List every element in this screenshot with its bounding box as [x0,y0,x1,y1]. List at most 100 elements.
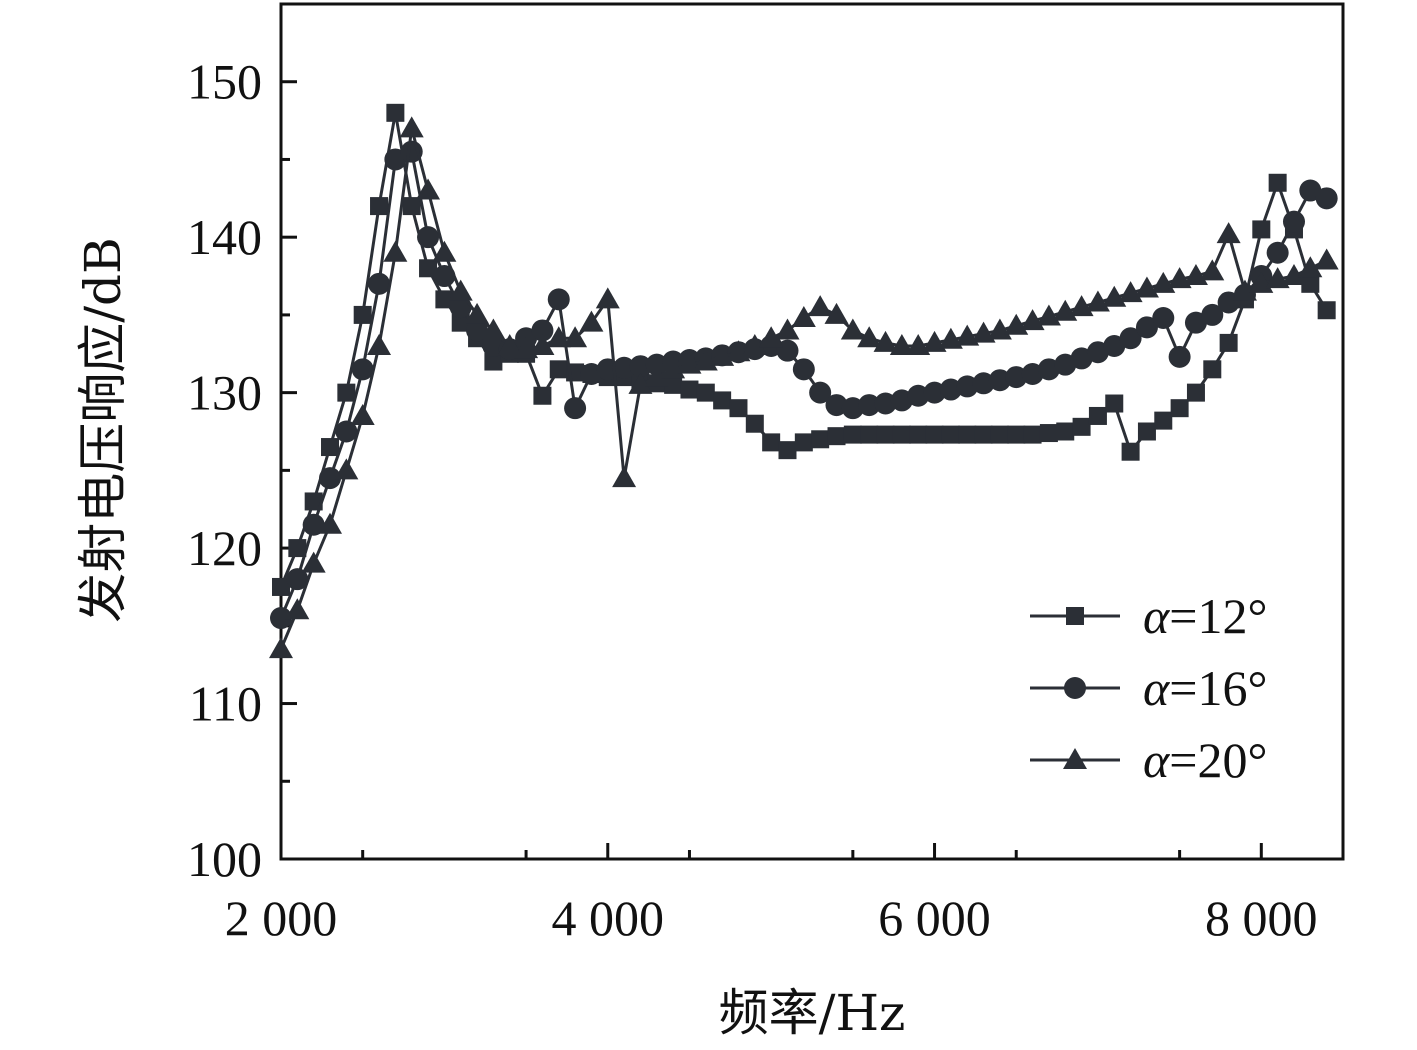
legend-label: α=20° [1143,732,1267,788]
data-point [1135,316,1158,339]
data-point [402,197,421,216]
series-line [279,112,1328,588]
data-point [270,607,292,630]
data-point [351,358,374,381]
data-point [1023,425,1042,444]
data-point [923,381,946,404]
legend-item: α=12° [1030,588,1267,644]
data-point [269,637,293,659]
data-point [988,369,1011,392]
data-point [384,148,407,171]
data-point [386,103,405,122]
data-point [399,116,424,138]
data-point [811,430,830,449]
data-point [1203,360,1222,379]
data-point [909,425,928,444]
data-point [1154,411,1173,430]
data-point [288,539,307,558]
series-line [279,149,1328,619]
legend-item: α=20° [1030,732,1267,788]
data-point [549,360,568,379]
data-point [889,334,914,355]
data-point [745,414,764,433]
data-point [1317,301,1336,320]
data-point [416,178,441,200]
series-circle [270,140,1338,630]
x-tick-label: 4 000 [552,890,665,946]
data-point [696,383,715,402]
data-point [776,339,799,362]
data-point [1216,222,1241,244]
legend-label-value: =16° [1169,660,1267,716]
data-point [1056,422,1075,441]
data-point [874,392,897,415]
legend-label: α=12° [1143,588,1267,644]
legend-marker [1063,748,1087,769]
data-point [319,467,342,490]
data-point [827,427,846,446]
data-point [286,568,309,591]
data-point [1201,303,1224,326]
data-point [990,425,1009,444]
data-point [843,425,862,444]
data-point [628,372,653,394]
data-point [824,302,849,324]
legend-item: α=16° [1030,660,1267,716]
data-point [1200,259,1225,281]
y-tick-label: 140 [187,209,262,265]
data-point [1072,417,1091,436]
data-point [680,380,699,399]
data-point [533,386,552,405]
data-point [1266,241,1289,264]
data-point [1137,422,1156,441]
data-point [1184,311,1207,334]
data-point [1315,187,1338,210]
legend-label-greek: α [1143,732,1171,788]
data-point [841,397,864,420]
data-point [664,375,683,394]
data-point [497,334,522,355]
data-point [840,318,865,340]
data-point [482,335,505,357]
legend-label-value: =20° [1169,732,1267,788]
data-point [1119,327,1142,350]
data-point [383,240,408,262]
x-axis-label: 频率/Hz [719,984,906,1042]
data-point [729,399,748,418]
data-point [367,334,392,355]
data-point [451,313,470,332]
data-point [873,330,898,352]
data-point [907,384,930,407]
plot-frame [279,2,1345,861]
data-point [778,441,797,460]
data-point [759,326,784,348]
y-tick-label: 120 [187,520,262,576]
data-point [301,551,326,573]
y-tick-label: 100 [187,831,262,887]
data-point [1105,394,1124,413]
data-point [1170,399,1189,418]
data-point [775,318,800,340]
y-tick-label: 110 [189,676,262,732]
data-point [433,265,456,288]
legend-label-value: =12° [1169,588,1267,644]
data-point [1103,335,1126,357]
data-point [1186,383,1205,402]
data-point [857,326,882,348]
series-layer [269,103,1339,659]
data-point [432,240,457,262]
data-point [579,310,604,332]
legend: α=12°α=16°α=20° [1030,588,1267,788]
x-tick-label: 8 000 [1205,890,1318,946]
series-line [279,128,1328,650]
data-point [302,513,325,536]
data-point [1252,220,1271,239]
data-point [612,466,637,488]
data-point [742,334,767,355]
data-point [547,288,570,311]
x-tick-label: 6 000 [878,890,991,946]
data-point [1301,274,1320,293]
data-point [892,425,911,444]
data-point [794,433,813,452]
